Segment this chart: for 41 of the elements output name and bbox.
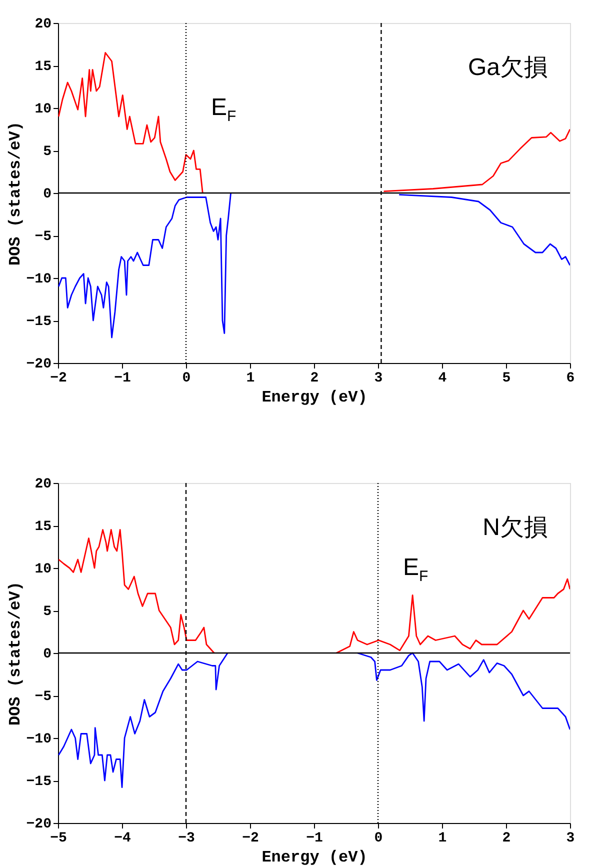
x-tick-label: −2 [242,830,259,846]
x-tick-label: 6 [566,370,575,386]
x-tick-label: 5 [502,370,511,386]
y-tick-label: −10 [26,272,52,288]
annotation: N欠損 [482,514,548,541]
x-tick-label: −3 [178,830,195,846]
y-tick-label: 0 [43,186,52,202]
y-tick-label: 15 [34,59,52,75]
x-tick-label: 3 [566,830,575,846]
x-tick-label: 1 [246,370,255,386]
y-tick-label: −20 [26,356,52,372]
x-tick-label: 0 [182,370,191,386]
x-axis-title: Energy (eV) [262,848,368,866]
y-axis-title: DOS (states/eV) [6,581,24,726]
y-tick-label: 20 [34,16,52,32]
y-tick-label: 20 [34,476,52,492]
y-tick-label: 5 [43,144,52,160]
y-tick-label: 15 [34,519,52,535]
x-tick-label: −2 [50,370,67,386]
y-tick-label: 10 [34,562,52,578]
x-tick-label: 4 [438,370,447,386]
x-tick-label: 2 [310,370,319,386]
y-tick-label: −20 [26,816,52,832]
y-tick-label: −10 [26,732,52,748]
y-tick-label: 0 [43,646,52,662]
y-tick-label: −5 [34,229,52,245]
y-tick-label: −5 [34,689,52,705]
y-tick-label: −15 [26,774,52,790]
x-tick-label: −1 [114,370,131,386]
y-tick-label: 5 [43,604,52,620]
x-tick-label: 3 [374,370,383,386]
x-tick-label: 2 [502,830,511,846]
x-tick-label: −1 [306,830,323,846]
x-tick-label: −4 [114,830,131,846]
y-tick-label: 10 [34,102,52,118]
x-axis-title: Energy (eV) [262,388,368,406]
y-axis-title: DOS (states/eV) [6,121,24,266]
annotation: Ga欠損 [468,54,548,81]
y-tick-label: −15 [26,314,52,330]
x-tick-label: 0 [374,830,383,846]
x-tick-label: 1 [438,830,447,846]
